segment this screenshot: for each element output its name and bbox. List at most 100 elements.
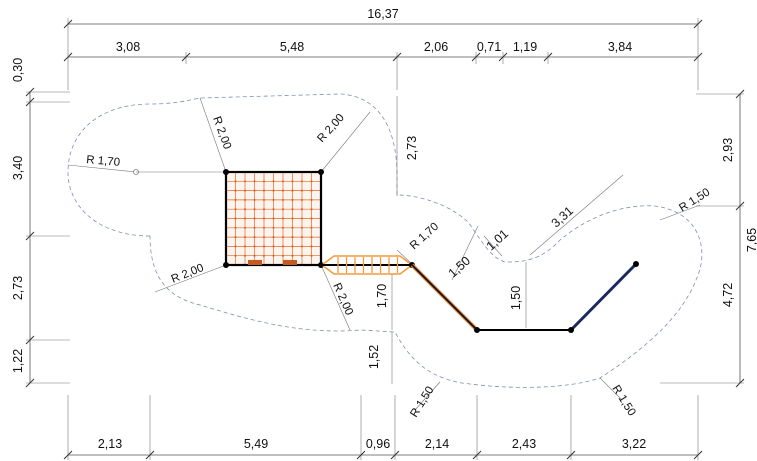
net-knot — [234, 189, 237, 192]
net-knot — [291, 236, 294, 239]
net-knot — [234, 236, 237, 239]
net-knot — [300, 198, 304, 201]
dim-overall-top: 16,37 — [367, 7, 398, 21]
dim-left-3: 2,73 — [11, 276, 25, 300]
dim-inner-150b: 1,50 — [509, 286, 523, 310]
radius-leaders — [67, 97, 701, 411]
bottom-dimensions: 2,13 5,49 0,96 2,14 2,43 3,22 — [63, 395, 703, 460]
radius-label-r200-br: R 2,00 — [330, 281, 355, 317]
net-knot — [272, 254, 275, 257]
net-knot — [253, 198, 256, 201]
dim-left-4: 1,22 — [11, 349, 25, 373]
net-knot — [291, 180, 294, 183]
net-knot — [253, 254, 256, 257]
top-dimensions: 16,37 3,08 5,48 2,06 0,71 1,19 3,84 — [63, 7, 703, 90]
net-knot — [281, 180, 285, 183]
dim-inner-331: 3,31 — [549, 204, 576, 231]
dim-bottom-3: 0,96 — [366, 437, 390, 451]
dim-bottom-2: 5,49 — [244, 437, 268, 451]
radius-label-r170-left: R 1,70 — [86, 154, 121, 169]
net-knot — [310, 217, 313, 220]
net-knot — [291, 217, 294, 220]
beam-path — [410, 261, 639, 333]
net-knot — [281, 189, 285, 192]
radius-label-r150-br: R 1,50 — [609, 383, 637, 418]
net-knot — [253, 217, 256, 220]
dim-bottom-1: 2,13 — [98, 437, 122, 451]
dim-top-6: 3,84 — [608, 40, 632, 54]
dim-top-3: 2,06 — [424, 40, 448, 54]
net-knot — [272, 245, 275, 248]
radius-label-r200-bl: R 2,00 — [170, 262, 206, 286]
net-knot — [243, 217, 247, 220]
net-knot — [262, 217, 266, 220]
net-knot — [291, 254, 294, 257]
net-knot — [300, 245, 304, 248]
net-knot — [243, 226, 247, 229]
net-knot — [300, 254, 304, 257]
dim-bottom-4: 2,14 — [425, 437, 449, 451]
net-knot — [262, 208, 266, 211]
dim-right-2: 7,65 — [745, 228, 757, 252]
net-knot — [272, 208, 275, 211]
net-knot — [243, 180, 247, 183]
dim-right-3: 4,72 — [721, 283, 735, 307]
climbing-net-tower — [223, 169, 324, 268]
net-knot — [281, 254, 285, 257]
net-knot — [262, 226, 266, 229]
net-knot — [310, 198, 313, 201]
radius-label-r200-tr: R 2,00 — [315, 112, 347, 145]
inner-dimensions: 2,73 3,31 1,01 1,50 1,50 1,70 1,52 — [367, 96, 624, 384]
net-knot — [262, 254, 266, 257]
net-knot — [281, 245, 285, 248]
dim-bottom-5: 2,43 — [512, 437, 536, 451]
radius-label-r150-bl: R 1,50 — [408, 384, 436, 419]
net-knot — [272, 180, 275, 183]
net-knot — [234, 245, 237, 248]
net-knot — [243, 189, 247, 192]
net-knot — [253, 180, 256, 183]
net-knot — [262, 198, 266, 201]
dim-left-1: 0,30 — [11, 58, 25, 82]
net-knot — [234, 198, 237, 201]
net-knot — [243, 236, 247, 239]
dim-top-1: 3,08 — [116, 40, 140, 54]
net-knot — [272, 236, 275, 239]
net-knot — [300, 208, 304, 211]
dim-inner-273: 2,73 — [405, 136, 419, 160]
safety-zone-outline — [67, 93, 703, 388]
net-knot — [281, 198, 285, 201]
net-knot — [262, 245, 266, 248]
net-knot — [253, 226, 256, 229]
net-knot — [253, 245, 256, 248]
left-dimensions: 0,30 3,40 2,73 1,22 — [11, 58, 70, 388]
net-knot — [253, 236, 256, 239]
net-knot — [310, 208, 313, 211]
net-knot — [262, 236, 266, 239]
net-knot — [281, 208, 285, 211]
net-knot — [291, 245, 294, 248]
radius-label-r170-mid: R 1,70 — [408, 221, 441, 253]
net-knot — [291, 208, 294, 211]
net-knot — [300, 180, 304, 183]
net-knot — [253, 189, 256, 192]
net-knot — [310, 226, 313, 229]
net-knot — [310, 236, 313, 239]
right-dimensions: 2,93 7,65 4,72 — [660, 89, 757, 388]
net-knot — [272, 198, 275, 201]
net-knot — [281, 226, 285, 229]
net-knot — [272, 189, 275, 192]
net-knot — [300, 189, 304, 192]
dim-inner-152: 1,52 — [367, 345, 381, 369]
net-knot — [291, 189, 294, 192]
net-knot — [253, 208, 256, 211]
dim-inner-150a: 1,50 — [446, 254, 473, 281]
dim-top-2: 5,48 — [280, 40, 304, 54]
net-knot — [272, 226, 275, 229]
net-knot — [310, 180, 313, 183]
dim-left-2: 3,40 — [11, 156, 25, 180]
net-knot — [300, 236, 304, 239]
rope-bridge — [320, 255, 415, 275]
net-knot — [243, 208, 247, 211]
